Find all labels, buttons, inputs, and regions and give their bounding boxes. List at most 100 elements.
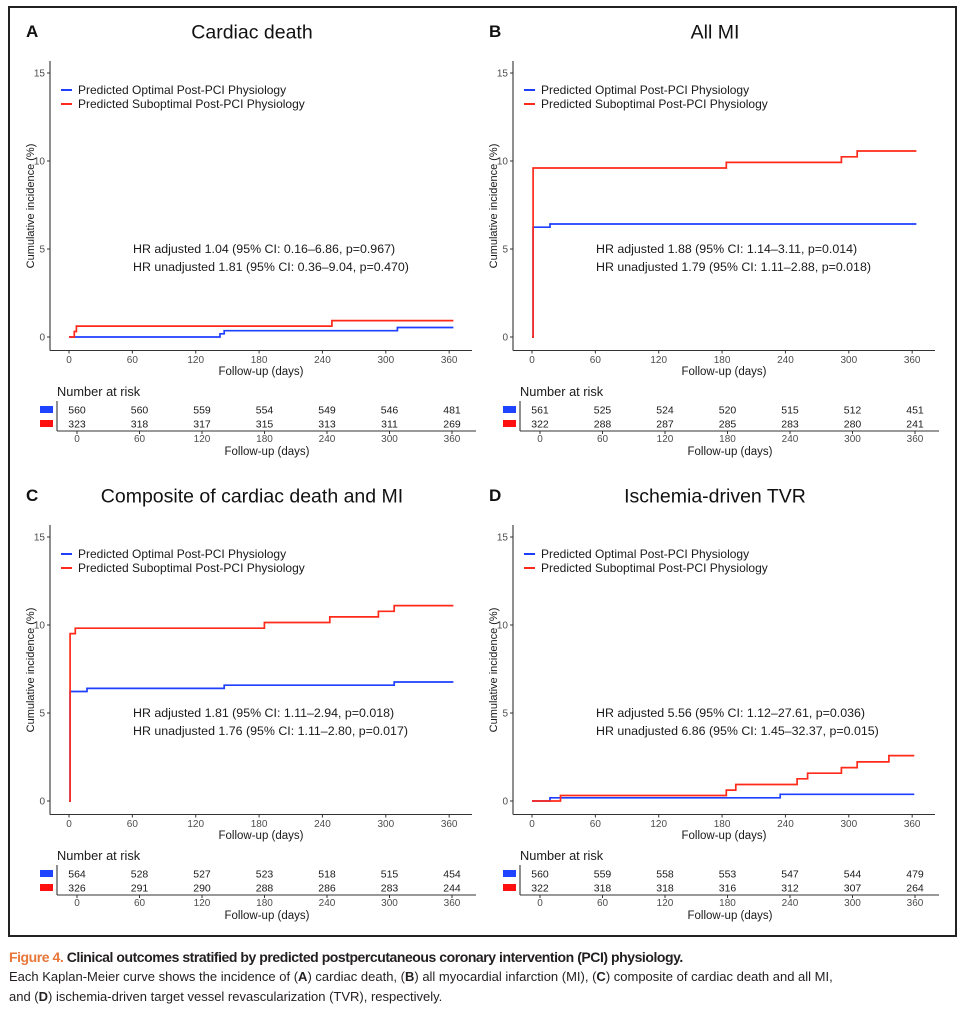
- panel-b: B All MI 0 5 10 15 0 60 120 180 240 300 360 Follow-up…: [488, 22, 939, 458]
- x-tick-label: 120: [650, 355, 667, 366]
- risk-value: 288: [256, 883, 274, 895]
- panel-d: D Ischemia-driven TVR 0 5 10 15 0 60 120 180 240 30…: [488, 486, 939, 922]
- risk-x-tick-label: 360: [444, 898, 461, 909]
- hazard-ratio-text: HR unadjusted 1.81 (95% CI: 0.36–9.04, p…: [133, 260, 409, 274]
- risk-value: 264: [906, 883, 924, 895]
- x-tick-label: 0: [529, 355, 535, 366]
- x-tick-label: 360: [904, 819, 921, 830]
- panel-title: Ischemia-driven TVR: [624, 486, 806, 508]
- risk-value: 559: [594, 869, 612, 881]
- risk-x-tick-label: 240: [319, 434, 336, 445]
- risk-x-tick-label: 300: [844, 434, 861, 445]
- y-tick-label: 0: [39, 333, 45, 344]
- risk-value: 326: [68, 883, 86, 895]
- x-axis-title: Follow-up (days): [219, 830, 304, 842]
- x-tick-label: 60: [590, 819, 602, 830]
- risk-value: 288: [594, 419, 612, 431]
- risk-value: 564: [68, 869, 86, 881]
- risk-value: 322: [531, 419, 549, 431]
- y-axis-title: Cumulative incidence (%): [25, 144, 37, 269]
- risk-value: 553: [719, 869, 737, 881]
- x-tick-label: 300: [840, 819, 857, 830]
- risk-table-title: Number at risk: [520, 848, 604, 863]
- risk-row-swatch-optimal: [40, 406, 53, 413]
- x-axis-title: Follow-up (days): [219, 366, 304, 378]
- y-tick-label: 0: [502, 333, 508, 344]
- risk-x-tick-label: 120: [657, 434, 674, 445]
- risk-value: 549: [318, 405, 336, 417]
- risk-row-swatch-optimal: [40, 870, 53, 877]
- hazard-ratio-text: HR adjusted 1.81 (95% CI: 1.11–2.94, p=0…: [133, 706, 394, 720]
- risk-value: 315: [256, 419, 274, 431]
- caption-panel-ref-b: B: [404, 969, 415, 984]
- km-curve-suboptimal: [532, 754, 915, 802]
- risk-value: 269: [443, 419, 461, 431]
- x-axis-title: Follow-up (days): [682, 830, 767, 842]
- risk-value: 285: [719, 419, 737, 431]
- x-tick-label: 360: [904, 355, 921, 366]
- x-tick-label: 240: [777, 355, 794, 366]
- risk-x-tick-label: 240: [319, 898, 336, 909]
- x-tick-label: 60: [127, 355, 139, 366]
- x-tick-label: 60: [127, 819, 139, 830]
- y-tick-label: 5: [39, 709, 45, 720]
- risk-x-tick-label: 60: [597, 434, 609, 445]
- risk-x-tick-label: 60: [134, 898, 146, 909]
- caption-text: Each Kaplan-Meier curve shows the incide…: [9, 969, 299, 984]
- risk-value: 290: [193, 883, 211, 895]
- x-tick-label: 180: [714, 355, 731, 366]
- x-tick-label: 300: [377, 819, 394, 830]
- caption-title: Figure 4. Clinical outcomes stratified b…: [9, 947, 964, 967]
- hazard-ratio-text: HR unadjusted 1.76 (95% CI: 1.11–2.80, p…: [133, 724, 408, 738]
- risk-value: 291: [131, 883, 149, 895]
- caption-text: ) cardiac death, (: [307, 969, 405, 984]
- risk-x-tick-label: 240: [782, 898, 799, 909]
- risk-value: 515: [381, 869, 399, 881]
- risk-value: 307: [844, 883, 862, 895]
- risk-x-axis-title: Follow-up (days): [225, 446, 310, 458]
- km-curve-suboptimal: [69, 319, 454, 338]
- hazard-ratio-text: HR unadjusted 6.86 (95% CI: 1.45–32.37, …: [596, 724, 879, 738]
- y-tick-label: 0: [502, 797, 508, 808]
- y-tick-label: 5: [39, 245, 45, 256]
- risk-value: 558: [656, 869, 674, 881]
- x-axis-title: Follow-up (days): [682, 366, 767, 378]
- risk-value: 544: [844, 869, 862, 881]
- legend-label-optimal: Predicted Optimal Post-PCI Physiology: [541, 547, 749, 561]
- risk-value: 318: [594, 883, 612, 895]
- risk-x-tick-label: 300: [381, 434, 398, 445]
- risk-row-swatch-optimal: [503, 870, 516, 877]
- x-tick-label: 360: [441, 355, 458, 366]
- risk-value: 561: [531, 405, 549, 417]
- x-tick-label: 0: [66, 819, 72, 830]
- risk-value: 524: [656, 405, 674, 417]
- risk-x-tick-label: 360: [907, 898, 924, 909]
- risk-value: 280: [844, 419, 862, 431]
- caption-text: and (: [9, 989, 39, 1004]
- risk-value: 313: [318, 419, 336, 431]
- risk-x-tick-label: 180: [256, 434, 273, 445]
- figure-number: Figure 4.: [9, 949, 64, 965]
- risk-x-tick-label: 120: [657, 898, 674, 909]
- panel-letter: C: [26, 486, 38, 505]
- legend-label-optimal: Predicted Optimal Post-PCI Physiology: [541, 83, 749, 97]
- x-tick-label: 240: [777, 819, 794, 830]
- risk-x-tick-label: 300: [844, 898, 861, 909]
- risk-value: 528: [131, 869, 149, 881]
- km-curve-optimal: [69, 326, 454, 338]
- hazard-ratio-text: HR adjusted 1.04 (95% CI: 0.16–6.86, p=0…: [133, 242, 395, 256]
- risk-value: 554: [256, 405, 274, 417]
- risk-value: 241: [906, 419, 924, 431]
- caption-body-line-2: and (D) ischemia-driven target vessel re…: [9, 987, 964, 1007]
- panel-c: C Composite of cardiac death and MI 0 5 10 15…: [25, 486, 476, 922]
- risk-value: 286: [318, 883, 336, 895]
- risk-value: 546: [381, 405, 399, 417]
- risk-value: 559: [193, 405, 211, 417]
- hazard-ratio-text: HR unadjusted 1.79 (95% CI: 1.11–2.88, p…: [596, 260, 871, 274]
- risk-value: 323: [68, 419, 86, 431]
- km-curve-suboptimal: [532, 150, 917, 338]
- caption-body-line-1: Each Kaplan-Meier curve shows the incide…: [9, 967, 964, 987]
- x-tick-label: 0: [66, 355, 72, 366]
- risk-value: 560: [131, 405, 149, 417]
- x-tick-label: 180: [714, 819, 731, 830]
